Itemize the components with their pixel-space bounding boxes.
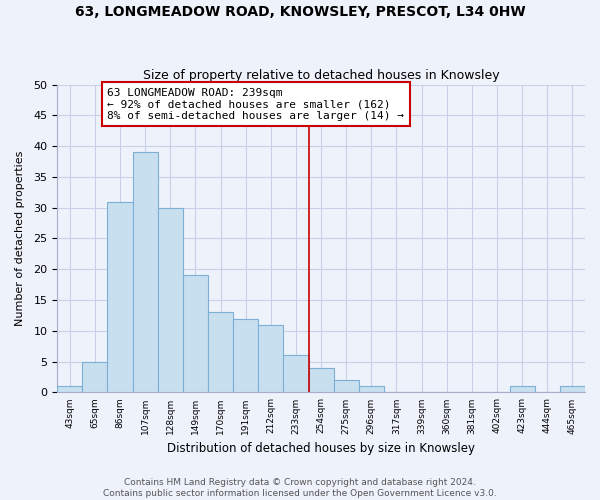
Text: 63, LONGMEADOW ROAD, KNOWSLEY, PRESCOT, L34 0HW: 63, LONGMEADOW ROAD, KNOWSLEY, PRESCOT, …: [74, 5, 526, 19]
Bar: [283, 356, 308, 393]
Text: 63 LONGMEADOW ROAD: 239sqm
← 92% of detached houses are smaller (162)
8% of semi: 63 LONGMEADOW ROAD: 239sqm ← 92% of deta…: [107, 88, 404, 121]
Bar: [107, 202, 133, 392]
Bar: [57, 386, 82, 392]
Bar: [158, 208, 183, 392]
Bar: [359, 386, 384, 392]
Title: Size of property relative to detached houses in Knowsley: Size of property relative to detached ho…: [143, 69, 499, 82]
X-axis label: Distribution of detached houses by size in Knowsley: Distribution of detached houses by size …: [167, 442, 475, 455]
Bar: [233, 318, 258, 392]
Bar: [82, 362, 107, 392]
Y-axis label: Number of detached properties: Number of detached properties: [15, 151, 25, 326]
Bar: [133, 152, 158, 392]
Bar: [308, 368, 334, 392]
Bar: [509, 386, 535, 392]
Bar: [334, 380, 359, 392]
Bar: [258, 324, 283, 392]
Bar: [560, 386, 585, 392]
Bar: [183, 276, 208, 392]
Bar: [208, 312, 233, 392]
Text: Contains HM Land Registry data © Crown copyright and database right 2024.
Contai: Contains HM Land Registry data © Crown c…: [103, 478, 497, 498]
